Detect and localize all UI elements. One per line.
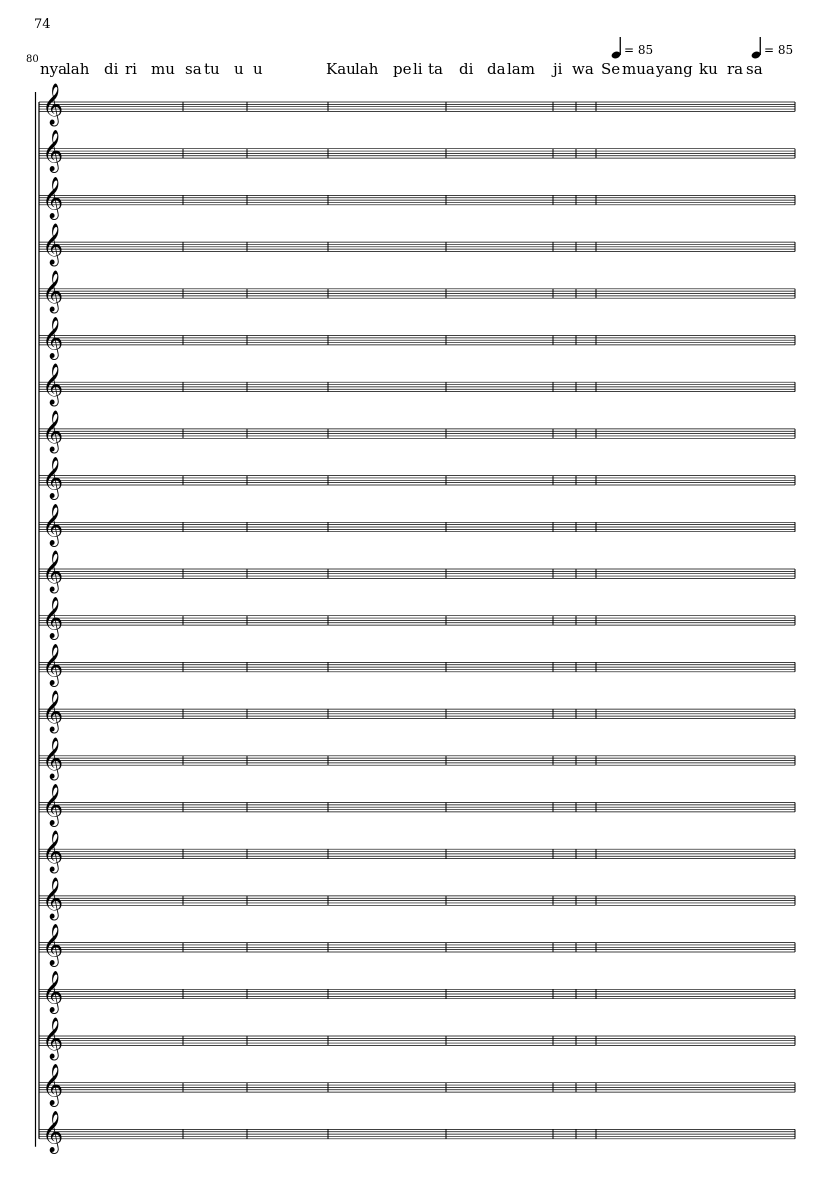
staff: 𝄞 xyxy=(39,270,796,313)
tempo-mark: = 85 xyxy=(764,43,794,57)
treble-clef-icon: 𝄞 xyxy=(42,970,63,1013)
lyric-syllable: sa xyxy=(185,60,202,78)
staff: 𝄞 xyxy=(39,410,796,453)
lyric-syllable: Kau xyxy=(326,60,356,78)
staff: 𝄞 xyxy=(39,830,796,873)
staff: 𝄞 xyxy=(39,550,796,593)
staff: 𝄞 xyxy=(39,924,796,967)
treble-clef-icon: 𝄞 xyxy=(42,83,63,126)
lyric-syllable: da xyxy=(487,60,506,78)
staff: 𝄞 xyxy=(39,1064,796,1107)
staff: 𝄞 xyxy=(39,597,796,640)
treble-clef-icon: 𝄞 xyxy=(42,597,63,640)
treble-clef-icon: 𝄞 xyxy=(42,410,63,453)
staff: 𝄞 xyxy=(39,690,796,733)
lyric-syllable: lah xyxy=(355,60,379,78)
page-number: 74 xyxy=(34,17,51,32)
lyric-syllable: u xyxy=(234,60,244,78)
staff: 𝄞 xyxy=(39,877,796,920)
staff: 𝄞 xyxy=(39,1017,796,1060)
treble-clef-icon: 𝄞 xyxy=(42,176,63,219)
treble-clef-icon: 𝄞 xyxy=(42,1064,63,1107)
staff: 𝄞 xyxy=(39,363,796,406)
treble-clef-icon: 𝄞 xyxy=(42,924,63,967)
lyric-syllable: mua xyxy=(622,60,655,78)
staff: 𝄞 xyxy=(39,503,796,546)
lyric-syllable: ra xyxy=(727,60,744,78)
treble-clef-icon: 𝄞 xyxy=(42,1110,63,1153)
treble-clef-icon: 𝄞 xyxy=(42,457,63,500)
lyric-syllable: ji xyxy=(553,60,563,78)
treble-clef-icon: 𝄞 xyxy=(42,877,63,920)
lyric-syllable: di xyxy=(104,60,119,78)
lyric-syllable: Se xyxy=(601,60,621,78)
lyric-syllable: sa xyxy=(746,60,763,78)
treble-clef-icon: 𝄞 xyxy=(42,130,63,173)
lyric-syllable: yang xyxy=(656,60,693,78)
lyric-syllable: wa xyxy=(572,60,594,78)
lyric-syllable: di xyxy=(459,60,474,78)
quarter-note-icon xyxy=(751,37,761,59)
treble-clef-icon: 𝄞 xyxy=(42,1017,63,1060)
staff: 𝄞 xyxy=(39,784,796,827)
lyric-syllable: li xyxy=(413,60,423,78)
treble-clef-icon: 𝄞 xyxy=(42,363,63,406)
staff: 𝄞 xyxy=(39,1110,796,1153)
staff: 𝄞 xyxy=(39,130,796,173)
treble-clef-icon: 𝄞 xyxy=(42,737,63,780)
treble-clef-icon: 𝄞 xyxy=(42,830,63,873)
staff: 𝄞 xyxy=(39,457,796,500)
lyric-syllable: lam xyxy=(507,60,535,78)
measure-number: 80 xyxy=(26,54,39,65)
lyric-syllable: ri xyxy=(125,60,137,78)
lyric-syllable: ta xyxy=(428,60,443,78)
lyric-syllable: nya xyxy=(40,60,68,78)
treble-clef-icon: 𝄞 xyxy=(42,223,63,266)
staff: 𝄞 xyxy=(39,317,796,360)
lyric-syllable: mu xyxy=(151,60,175,78)
lyric-syllable: u xyxy=(253,60,263,78)
staff: 𝄞 xyxy=(39,83,796,126)
treble-clef-icon: 𝄞 xyxy=(42,317,63,360)
treble-clef-icon: 𝄞 xyxy=(42,690,63,733)
staff: 𝄞 xyxy=(39,970,796,1013)
lyric-syllable: tu xyxy=(204,60,220,78)
lyric-syllable: lah xyxy=(66,60,90,78)
lyric-syllable: pe xyxy=(393,60,412,78)
staff: 𝄞 xyxy=(39,643,796,686)
treble-clef-icon: 𝄞 xyxy=(42,503,63,546)
staff: 𝄞 xyxy=(39,176,796,219)
treble-clef-icon: 𝄞 xyxy=(42,270,63,313)
tempo-mark: = 85 xyxy=(624,43,654,57)
staff: 𝄞 xyxy=(39,223,796,266)
treble-clef-icon: 𝄞 xyxy=(42,643,63,686)
quarter-note-icon xyxy=(611,37,621,59)
treble-clef-icon: 𝄞 xyxy=(42,550,63,593)
staff: 𝄞 xyxy=(39,737,796,780)
treble-clef-icon: 𝄞 xyxy=(42,784,63,827)
lyric-syllable: ku xyxy=(699,60,718,78)
